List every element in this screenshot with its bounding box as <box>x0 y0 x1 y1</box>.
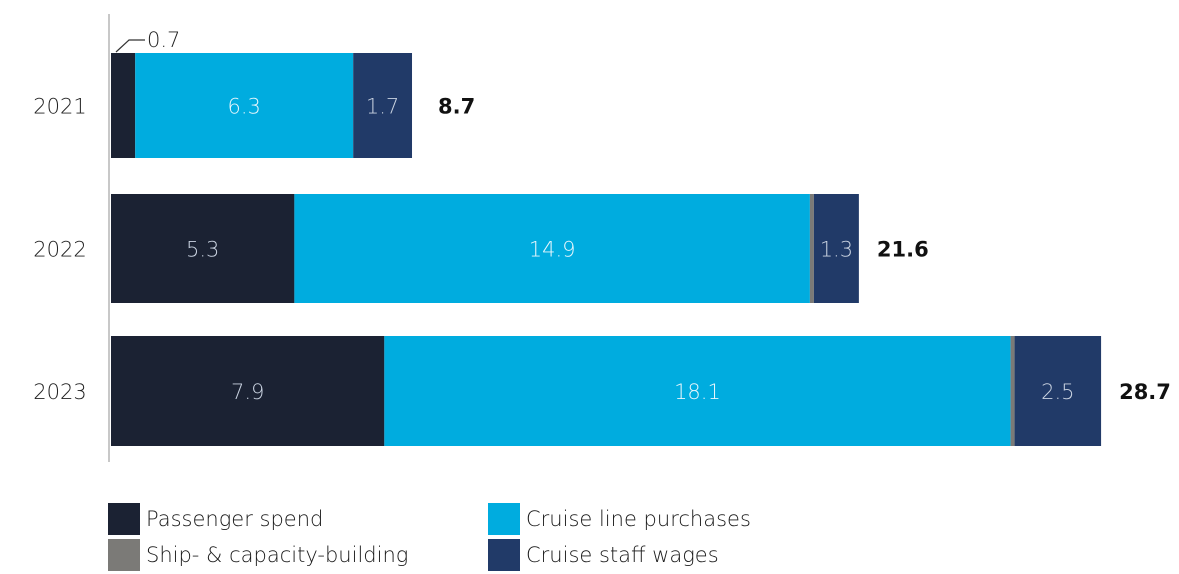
category-label-2021: 2021 <box>33 95 86 119</box>
data-label-2022-0: 5.3 <box>186 238 219 262</box>
category-label-2023: 2023 <box>33 380 86 404</box>
callout-leader-line <box>115 39 145 53</box>
data-label-2021-1: 6.3 <box>228 95 261 119</box>
bar-segment-cruise-line-purchases-2023 <box>384 336 1011 446</box>
legend-label: Ship- & capacity-building <box>146 543 409 567</box>
data-label-2023-0: 7.9 <box>231 380 264 404</box>
bar-segment-ship-capacity-building-2023 <box>1010 336 1015 446</box>
category-label-2022: 2022 <box>33 238 86 262</box>
data-label-2022-1: 14.9 <box>529 238 576 262</box>
legend-label: Cruise staff wages <box>526 543 719 567</box>
data-label-2023-1: 18.1 <box>674 380 721 404</box>
legend-label: Cruise line purchases <box>526 507 751 531</box>
total-label-2021: 8.7 <box>438 95 475 119</box>
total-label-2023: 28.7 <box>1119 380 1171 404</box>
legend-item-passenger-spend: Passenger spend <box>108 503 324 535</box>
data-label-2022-3: 1.3 <box>820 238 853 262</box>
stacked-bar-chart: 2021 6.3 1.7 8.7 2022 5.3 14.9 1.3 21.6 2023 7.9 18… <box>33 14 1171 462</box>
bar-segment-cruise-staff-wages-2022 <box>813 194 859 303</box>
bar-segment-ship-capacity-building-2022 <box>809 194 814 303</box>
legend-swatch-cruise-line-purchases <box>488 503 520 535</box>
legend-swatch-passenger-spend <box>108 503 140 535</box>
legend-item-cruise-staff-wages: Cruise staff wages <box>488 539 719 571</box>
data-label-2021-3: 1.7 <box>366 95 399 119</box>
legend-swatch-cruise-staff-wages <box>488 539 520 571</box>
legend-label: Passenger spend <box>146 507 324 531</box>
legend: Passenger spend Cruise line purchases Sh… <box>108 500 808 574</box>
bar-segment-cruise-line-purchases-2022 <box>294 194 810 303</box>
total-label-2022: 21.6 <box>877 238 929 262</box>
data-label-2023-3: 2.5 <box>1041 380 1074 404</box>
data-label-2021-passenger-spend: 0.7 <box>147 28 180 52</box>
bar-segment-cruise-line-purchases-2021 <box>135 53 354 158</box>
legend-swatch-ship-capacity-building <box>108 539 140 571</box>
bar-segment-passenger-spend-2022 <box>111 194 295 303</box>
legend-item-ship-capacity-building: Ship- & capacity-building <box>108 539 409 571</box>
bar-segment-passenger-spend-2023 <box>111 336 385 446</box>
bar-segment-passenger-spend-2021 <box>111 53 136 158</box>
bar-segment-cruise-staff-wages-2021 <box>353 53 413 158</box>
legend-item-cruise-line-purchases: Cruise line purchases <box>488 503 751 535</box>
bar-segment-cruise-staff-wages-2023 <box>1014 336 1102 446</box>
